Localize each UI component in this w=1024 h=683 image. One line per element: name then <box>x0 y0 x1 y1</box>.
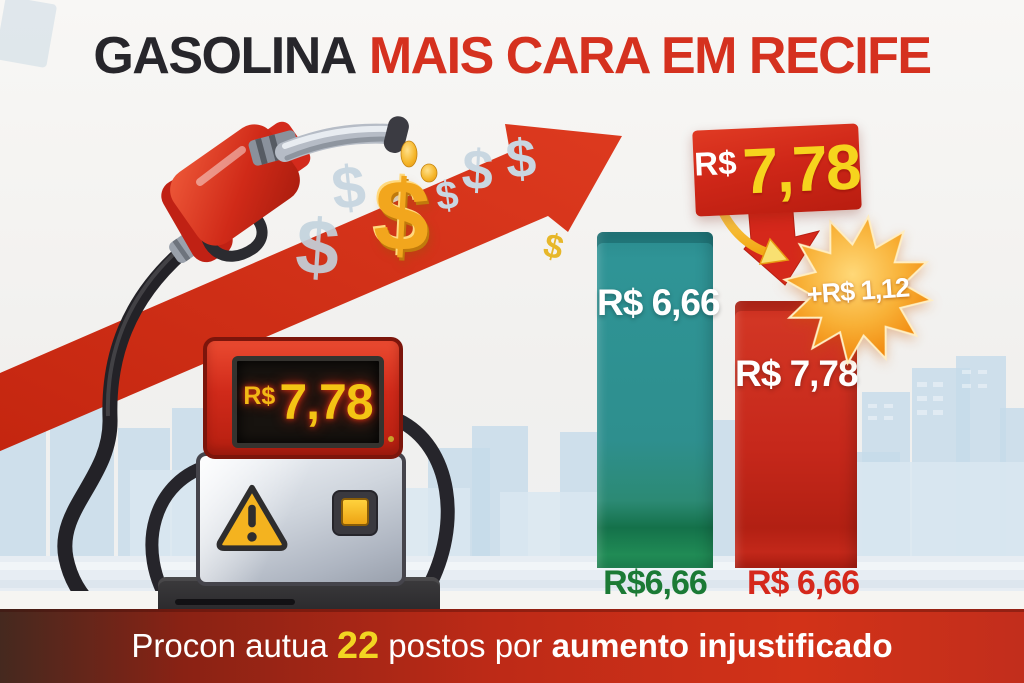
title-red-part: MAIS CARA EM RECIFE <box>368 27 932 85</box>
axis-label-old: R$6,66 <box>603 564 708 602</box>
page-title: GASOLINA MAIS CARA EM RECIFE <box>0 26 1024 86</box>
nozzle-hose-highlight <box>105 248 180 417</box>
bar-old-price-label: R$ 6,66 <box>597 282 721 323</box>
price-badge: R$ 7,78 <box>692 123 862 217</box>
dollar-sign-icon: $ <box>433 172 462 220</box>
bar-new-price: R$ 7,78 <box>735 301 859 568</box>
bar-new-price-label: R$ 7,78 <box>735 353 859 394</box>
price-badge-value: 7,78 <box>741 130 861 208</box>
dollar-sign-icon: $ <box>460 137 495 202</box>
pump-button-inner <box>341 498 369 526</box>
pump-display-value: 7,78 <box>279 374 373 430</box>
banner-highlight-count: 22 <box>336 624 380 667</box>
dollar-sign-icon: $ <box>503 128 539 190</box>
bottom-banner: Procon autua 22 postos por aumento injus… <box>0 609 1024 683</box>
price-badge-currency: R$ <box>693 143 738 183</box>
small-gold-dollar-icon: $ <box>539 226 568 268</box>
bar-old-price: R$ 6,66 <box>597 232 721 568</box>
gold-dollar-sign-icon: $ <box>371 158 433 274</box>
pump-display-led <box>388 436 394 442</box>
banner-text-middle: postos por <box>379 627 552 664</box>
city-skyline-silhouette <box>0 356 1024 560</box>
dollar-sign-icon: $ <box>292 201 343 293</box>
skyline-windows <box>868 370 987 420</box>
banner-text-bold: aumento injustificado <box>551 627 893 664</box>
fuel-pump-display: R$ 7,78 <box>232 356 384 448</box>
banner-text-start: Procon autua <box>131 627 337 664</box>
title-black-part: GASOLINA <box>93 27 357 85</box>
pump-display-currency: R$ <box>243 381 276 410</box>
axis-label-new: R$ 6,66 <box>746 564 860 602</box>
pump-button <box>332 490 378 536</box>
increase-burst-label: +R$ 1,12 <box>805 272 911 310</box>
fuel-pump-slot <box>175 599 295 605</box>
